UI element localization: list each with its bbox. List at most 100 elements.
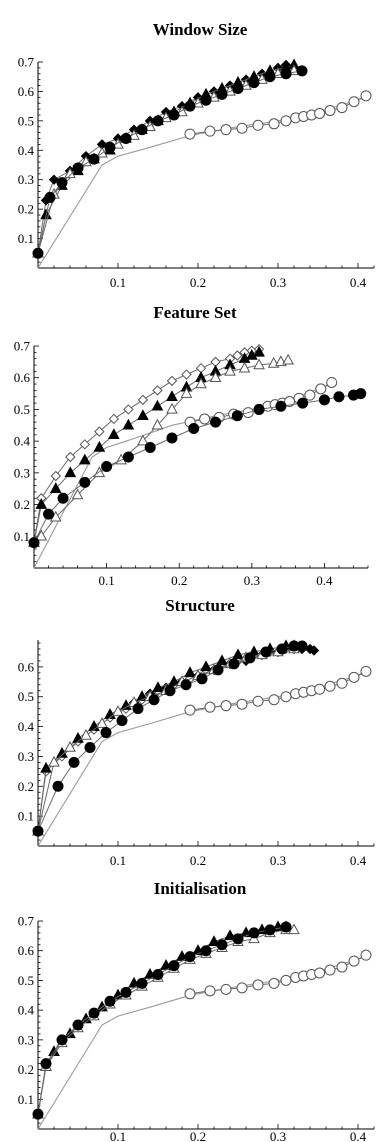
y-tick-label: 0.5: [18, 973, 34, 988]
data-point-triangle-filled: [224, 929, 236, 941]
data-point-circle-filled: [166, 432, 178, 444]
data-point-circle-filled: [40, 1058, 52, 1070]
data-point-triangle-filled: [40, 761, 52, 773]
data-point-triangle-filled: [136, 690, 148, 701]
data-point-triangle-filled: [128, 976, 140, 988]
data-point-triangle-filled: [168, 675, 180, 687]
series-triangle-filled: [32, 639, 300, 836]
data-point-circle-open: [280, 974, 292, 986]
data-point-circle-filled: [120, 986, 132, 998]
y-tick-label: 0.2: [18, 1062, 34, 1077]
data-point-circle-filled: [100, 727, 112, 739]
series-circle-open: [184, 949, 372, 1000]
data-point-triangle-open: [195, 377, 207, 389]
data-point-circle-filled: [200, 94, 212, 106]
data-point-circle-filled: [120, 133, 132, 145]
x-tick-label: 0.4: [350, 1129, 367, 1142]
data-point-circle-open: [360, 665, 372, 677]
x-tick-label: 0.2: [190, 853, 206, 868]
data-point-circle-filled: [43, 508, 55, 520]
data-point-triangle-filled: [144, 967, 156, 979]
chart-panel-3: Structure 0.1 0.2 0.3 0.4 0.5 0.6 0.1 0.2 0.3 0.4: [18, 596, 375, 868]
data-point-circle-filled: [152, 115, 164, 127]
data-point-triangle-filled: [78, 453, 91, 465]
data-point-circle-open: [204, 125, 216, 137]
series-line: [33, 393, 361, 543]
chart-title: Feature Set: [153, 303, 237, 322]
data-point-circle-filled: [44, 191, 56, 203]
data-point-circle-filled: [260, 646, 272, 658]
data-point-circle-filled: [56, 1034, 68, 1046]
data-point-circle-filled: [296, 640, 308, 652]
data-point-triangle-filled: [200, 660, 212, 672]
data-point-triangle-open: [166, 402, 178, 414]
y-tick-label: 0.7: [14, 339, 31, 354]
data-point-triangle-open: [238, 361, 251, 373]
data-point-circle-filled: [52, 780, 64, 792]
series-diamond-filled: [32, 59, 292, 259]
data-point-circle-open: [184, 988, 196, 1000]
series-line: [189, 954, 367, 995]
data-point-circle-filled: [152, 968, 164, 980]
data-point-circle-filled: [184, 951, 196, 963]
data-point-circle-filled: [122, 451, 134, 463]
data-point-circle-filled: [333, 391, 345, 403]
data-point-triangle-filled: [49, 482, 62, 493]
data-point-circle-filled: [28, 537, 40, 549]
data-point-circle-filled: [296, 65, 308, 77]
data-point-circle-filled: [180, 679, 192, 691]
data-point-circle-filled: [132, 703, 144, 715]
x-tick-label: 0.2: [171, 573, 187, 588]
data-point-circle-filled: [228, 658, 240, 670]
data-point-circle-open: [184, 704, 196, 716]
data-point-circle-open: [280, 691, 292, 703]
data-point-circle-open: [348, 96, 360, 108]
data-point-circle-filled: [32, 247, 44, 259]
data-point-circle-open: [236, 122, 248, 134]
series-none: [37, 956, 367, 1130]
data-point-circle-filled: [297, 397, 309, 409]
series-line: [37, 70, 303, 254]
data-point-circle-filled: [184, 100, 196, 112]
chart-title: Initialisation: [154, 879, 247, 898]
data-point-triangle-filled: [120, 699, 132, 710]
data-point-circle-filled: [168, 960, 180, 972]
chart-title: Window Size: [153, 20, 248, 39]
data-point-circle-open: [324, 964, 336, 976]
y-tick-label: 0.5: [18, 689, 34, 704]
data-point-circle-filled: [253, 403, 265, 415]
data-point-circle-filled: [264, 924, 276, 936]
data-point-circle-filled: [84, 741, 96, 753]
data-point-circle-open: [220, 700, 232, 712]
data-point-triangle-filled: [93, 440, 106, 452]
y-tick-label: 0.3: [18, 172, 34, 187]
data-point-circle-filled: [276, 643, 288, 655]
x-tick-label: 0.2: [190, 275, 206, 290]
y-tick-label: 0.2: [14, 497, 30, 512]
series-circle-filled: [32, 921, 292, 1120]
data-point-circle-filled: [355, 388, 367, 400]
series-line: [37, 64, 287, 254]
data-point-circle-open: [204, 985, 216, 997]
data-point-triangle-filled: [176, 950, 188, 961]
series-triangle-filled: [32, 920, 292, 1119]
data-point-circle-open: [220, 124, 232, 136]
data-point-circle-filled: [318, 394, 330, 406]
data-point-circle-filled: [79, 476, 91, 488]
data-point-triangle-filled: [166, 390, 178, 401]
series-circle-open: [184, 90, 372, 140]
data-point-circle-open: [348, 671, 360, 683]
data-point-circle-filled: [88, 1007, 100, 1019]
data-point-triangle-open: [48, 755, 60, 767]
data-point-triangle-filled: [160, 959, 172, 970]
data-point-triangle-open: [128, 129, 140, 140]
data-point-circle-filled: [212, 664, 224, 676]
series-triangle-open: [32, 923, 300, 1119]
data-point-circle-open: [236, 698, 248, 710]
y-tick-label: 0.4: [18, 1003, 35, 1018]
series-circle-filled: [28, 388, 367, 549]
x-tick-label: 0.4: [350, 275, 367, 290]
chart-panel-2: Feature Set 0.1 0.2 0.3 0.4 0.5 0.6 0.7 0.1 0.2 0.…: [14, 303, 369, 588]
data-point-circle-filled: [148, 694, 160, 706]
data-point-circle-filled: [104, 995, 116, 1007]
